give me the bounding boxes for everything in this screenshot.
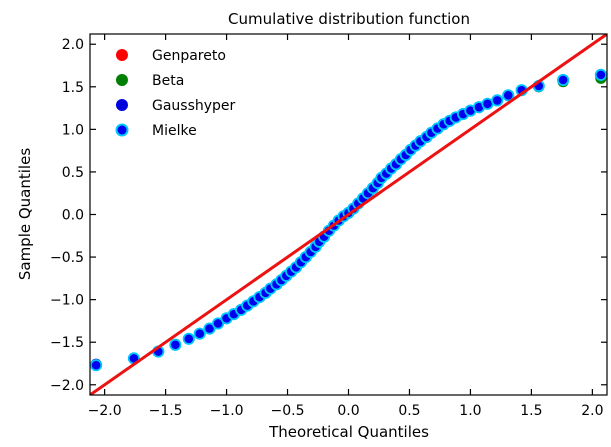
y-axis-ticks: −2.0 −1.5 −1.0 −0.5 0.0 0.5 1.0 1.5 2.0 bbox=[50, 37, 607, 394]
x-tick-label: 1.5 bbox=[520, 403, 542, 419]
data-point-mielke bbox=[211, 317, 225, 330]
legend-label-genpareto: Genpareto bbox=[152, 48, 226, 64]
y-tick-label: 0.0 bbox=[62, 208, 84, 224]
plot-area bbox=[90, 34, 607, 395]
y-tick-label: 2.0 bbox=[62, 37, 84, 53]
x-tick-label: −2.0 bbox=[88, 403, 122, 419]
legend-label-mielke: Mielke bbox=[152, 123, 197, 139]
y-tick-label: 1.0 bbox=[62, 122, 84, 138]
data-point-mielke bbox=[594, 68, 607, 81]
x-tick-label: 0.0 bbox=[337, 403, 359, 419]
data-point-mielke bbox=[90, 359, 103, 372]
data-point-mielke bbox=[481, 97, 494, 110]
y-axis-label: Sample Quantiles bbox=[16, 148, 34, 280]
x-tick-label: 1.0 bbox=[459, 403, 481, 419]
data-point-mielke bbox=[193, 327, 206, 340]
data-point-mielke bbox=[169, 338, 182, 351]
data-point-mielke bbox=[502, 89, 515, 102]
x-tick-label: −0.5 bbox=[271, 403, 305, 419]
series-beta bbox=[90, 72, 607, 371]
x-tick-label: 0.5 bbox=[398, 403, 420, 419]
series-mielke bbox=[90, 68, 607, 372]
legend: Genpareto Beta Gausshyper Mielke bbox=[115, 48, 236, 139]
x-axis-label: Theoretical Quantiles bbox=[268, 423, 429, 441]
reference-line bbox=[90, 34, 607, 395]
y-tick-label: −1.0 bbox=[50, 293, 84, 309]
legend-marker-gausshyper bbox=[116, 99, 128, 111]
y-tick-label: −0.5 bbox=[50, 250, 84, 266]
x-tick-label: 2.0 bbox=[581, 403, 603, 419]
legend-marker-beta bbox=[116, 74, 128, 86]
x-axis-ticks: −2.0 −1.5 −1.0 −0.5 0.0 0.5 1.0 1.5 2.0 bbox=[88, 34, 604, 419]
legend-marker-mielke bbox=[115, 123, 129, 137]
y-tick-label: −2.0 bbox=[50, 378, 84, 394]
legend-label-gausshyper: Gausshyper bbox=[152, 98, 236, 114]
legend-marker-genpareto bbox=[116, 49, 128, 61]
y-tick-label: −1.5 bbox=[50, 335, 84, 351]
x-tick-label: −1.0 bbox=[210, 403, 244, 419]
y-tick-label: 1.5 bbox=[62, 80, 84, 96]
y-tick-label: 0.5 bbox=[62, 165, 84, 181]
chart-title: Cumulative distribution function bbox=[228, 10, 470, 28]
x-tick-label: −1.5 bbox=[149, 403, 183, 419]
legend-label-beta: Beta bbox=[152, 73, 184, 89]
data-point-mielke bbox=[491, 94, 504, 107]
series-genpareto bbox=[90, 71, 607, 370]
data-point-mielke bbox=[182, 332, 195, 345]
data-point-mielke bbox=[556, 73, 570, 87]
